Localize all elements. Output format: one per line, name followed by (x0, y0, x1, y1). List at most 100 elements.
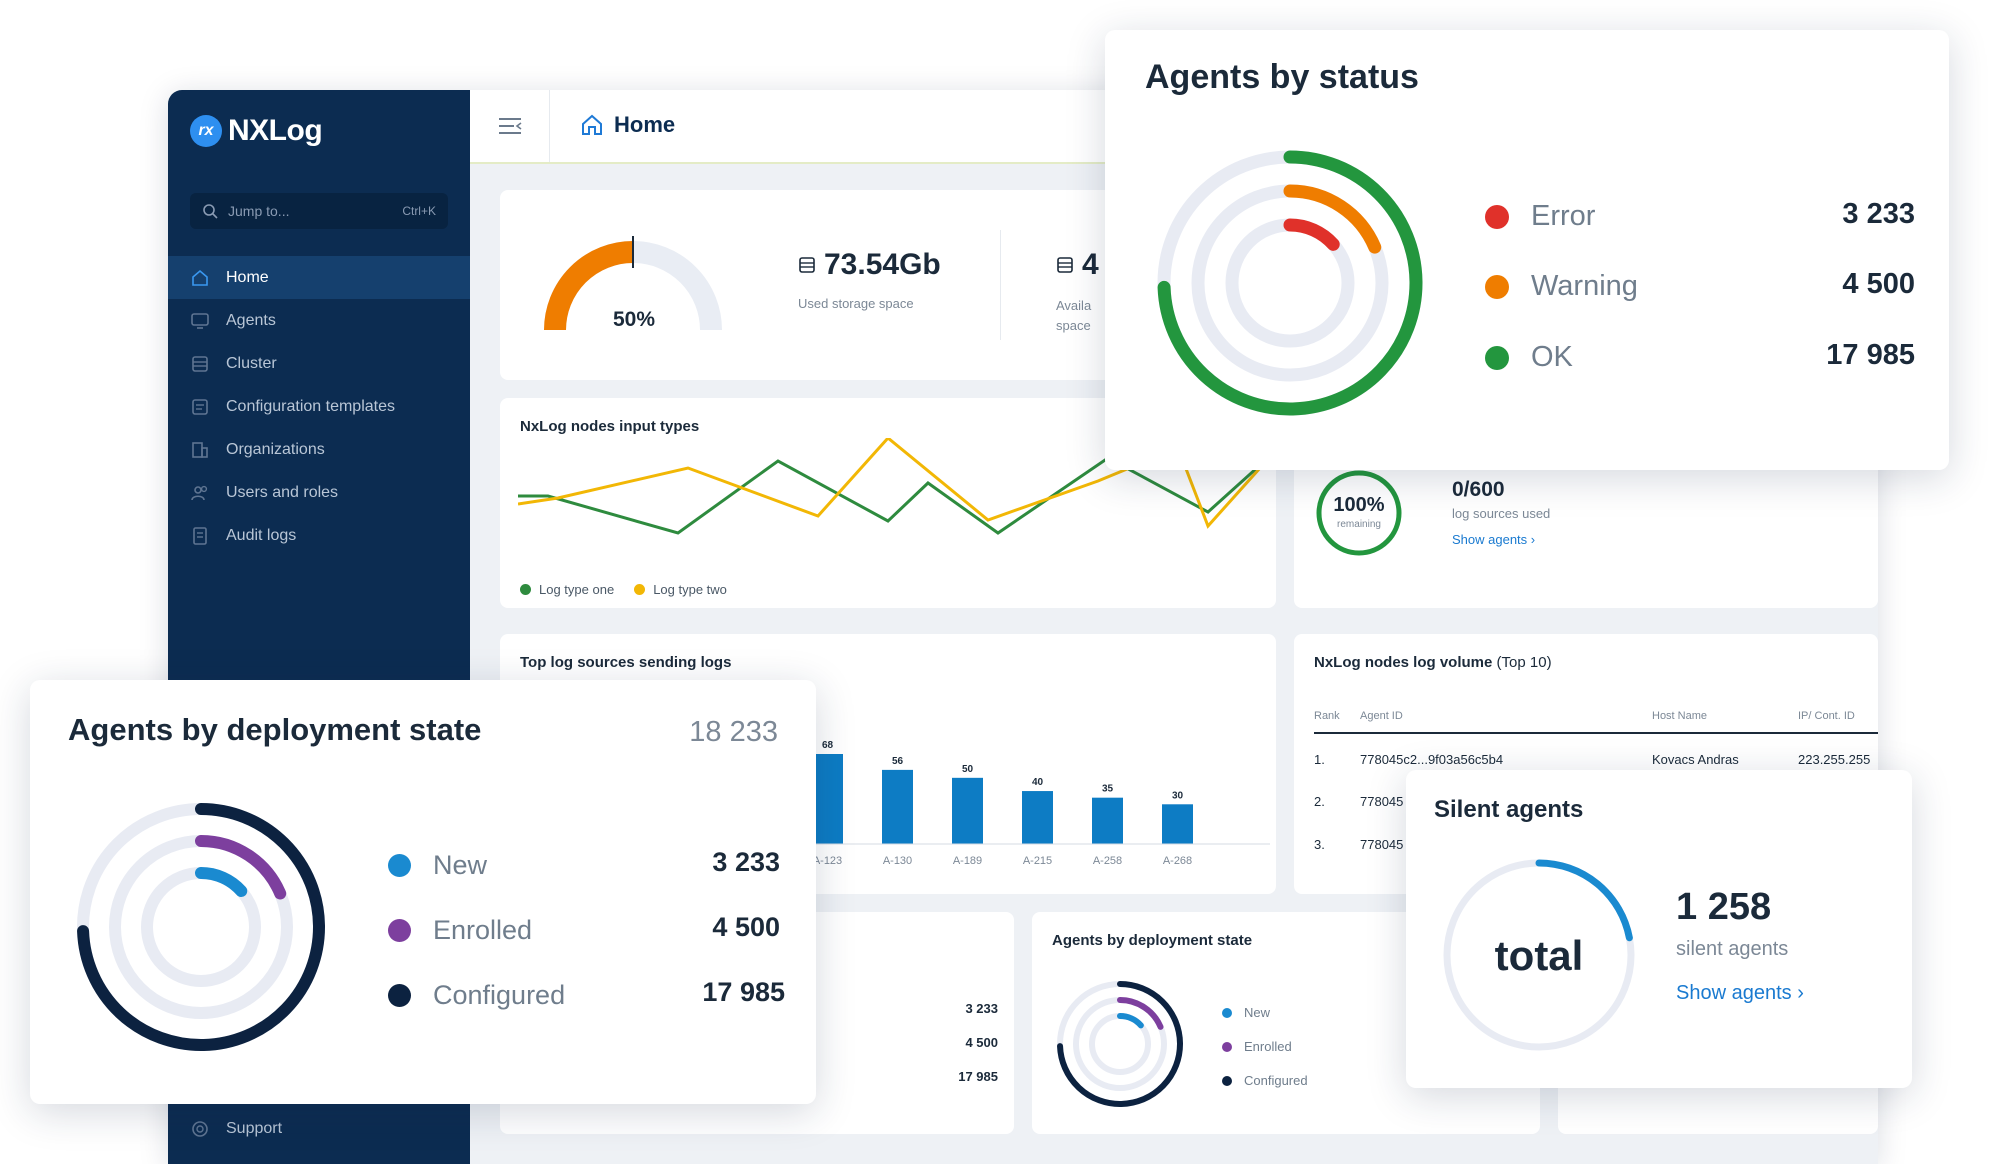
sidebar-item-users-and-roles[interactable]: Users and roles (168, 471, 470, 514)
bar-A-268 (1162, 804, 1193, 844)
deployment-item-enrolled: Enrolled (388, 915, 532, 946)
bar-category-label: A-268 (1163, 855, 1192, 867)
bar-A-189 (952, 777, 983, 844)
legend-dot (634, 584, 646, 595)
sidebar-item-label: Home (226, 268, 269, 286)
bar-value-label: 68 (822, 740, 834, 751)
breadcrumb[interactable]: Home (580, 112, 675, 138)
ring-arc-configured (1057, 981, 1183, 1107)
jump-to-search[interactable]: Jump to... Ctrl+K (190, 193, 448, 229)
deployment-label-new: New (433, 850, 488, 880)
sidebar-item-label: Cluster (226, 354, 277, 372)
cell-ip: 223.255.255 (1798, 752, 1871, 767)
server-icon (192, 355, 208, 372)
deployment-state-small-title: Agents by deployment state (1052, 932, 1253, 949)
bottom-left-values: 3 233 4 500 17 985 (908, 992, 998, 1094)
ring-arc-enrolled (1117, 997, 1164, 1030)
building-icon (192, 441, 208, 458)
top-log-sources-title: Top log sources sending logs (520, 654, 732, 671)
silent-agents-center-label: total (1494, 932, 1584, 979)
silent-agents-overlay: Silent agents total 1 258 silent agents … (1406, 770, 1912, 1088)
status-value-ok: 17 985 (1826, 339, 1915, 371)
silent-show-agents-link[interactable]: Show agents › (1676, 982, 1804, 1004)
log-volume-title: NxLog nodes log volume (Top 10) (1314, 654, 1552, 671)
logo[interactable]: rx NXLog (190, 114, 323, 148)
document-icon (193, 526, 207, 545)
sidebar-item-support[interactable]: Support (190, 1119, 282, 1139)
bar-value-label: 40 (1032, 777, 1044, 788)
deployment-state-overlay: Agents by deployment state 18 233 New 3 … (30, 680, 816, 1104)
value-new: 3 233 (965, 1001, 998, 1016)
silent-agents-value: 1 258 (1676, 886, 1772, 928)
menu-toggle-button[interactable] (470, 90, 550, 162)
bar-value-label: 30 (1172, 790, 1184, 801)
log-volume-title-text: NxLog nodes log volume (1314, 654, 1493, 671)
deployment-dot-new (388, 854, 411, 877)
deployment-value-enrolled: 4 500 (712, 912, 780, 942)
sidebar-item-label: Users and roles (226, 483, 339, 501)
bar-value-label: 50 (962, 764, 974, 775)
table-header-divider (1314, 732, 1878, 734)
status-value-error: 3 233 (1842, 198, 1915, 230)
silent-agents-label: silent agents (1676, 938, 1789, 960)
available-storage-value: 4 (1082, 248, 1099, 281)
support-icon (192, 1121, 208, 1137)
show-agents-link[interactable]: Show agents › (1452, 532, 1536, 547)
input-types-legend: Log type one Log type two (520, 582, 727, 597)
silent-ring-arc (1535, 859, 1633, 942)
legend-item-enrolled: Enrolled (1222, 1030, 1308, 1064)
deployment-label-enrolled: Enrolled (433, 915, 533, 945)
sidebar-item-cluster[interactable]: Cluster (168, 342, 470, 385)
gauge-percent: 50% (613, 308, 656, 331)
used-storage-label: Used storage space (798, 296, 914, 311)
silent-agents-title: Silent agents (1434, 796, 1584, 823)
ring-arc-configured (77, 803, 325, 1051)
status-dot-warning (1485, 274, 1509, 299)
deployment-state-title: Agents by deployment state (68, 712, 482, 747)
legend-dot (520, 584, 531, 595)
deployment-label-configured: Configured (433, 980, 566, 1010)
deployment-dot-configured (388, 984, 411, 1007)
available-label-line-1: Availa (1056, 298, 1092, 313)
sidebar-item-label: Audit logs (226, 526, 297, 544)
home-icon (582, 114, 602, 135)
ring-arc-enrolled (195, 835, 287, 900)
remaining-percent: 100% (1333, 494, 1385, 516)
legend-label: Log type one (539, 582, 615, 597)
input-types-title: NxLog nodes input types (520, 418, 700, 435)
storage-gauge (544, 236, 722, 331)
sidebar-item-organizations[interactable]: Organizations (168, 428, 470, 471)
ring-arc-new (1117, 1013, 1144, 1029)
ring-arc-new (195, 867, 248, 897)
column-header-ip: IP/ Cont. ID (1798, 710, 1855, 722)
bar-A-123 (812, 754, 843, 844)
support-label: Support (226, 1120, 283, 1137)
search-icon (203, 204, 218, 219)
bar-value-label: 56 (892, 756, 904, 767)
gauge-fill (544, 241, 634, 331)
sidebar-nav: Home Agents Cluster Configuration templa… (168, 256, 470, 557)
search-placeholder: Jump to... (228, 203, 290, 219)
status-item-warning: Warning (1485, 270, 1638, 303)
column-header-host-name: Host Name (1652, 710, 1708, 722)
deployment-value-configured: 17 985 (702, 977, 785, 1007)
template-icon (192, 398, 208, 415)
logo-mark: rx (190, 115, 222, 147)
sidebar-item-audit-logs[interactable]: Audit logs (168, 514, 470, 557)
cell-rank: 2. (1314, 794, 1325, 809)
sidebar-item-agents[interactable]: Agents (168, 299, 470, 342)
deployment-value-new: 3 233 (712, 847, 780, 877)
sidebar-item-home[interactable]: Home (168, 256, 470, 299)
status-item-error: Error (1485, 200, 1595, 233)
page-title: Home (614, 112, 676, 137)
legend-dot (1222, 1008, 1232, 1018)
status-label-ok: OK (1531, 341, 1573, 373)
sidebar-item-configuration-templates[interactable]: Configuration templates (168, 385, 470, 428)
series-log-type-one (518, 456, 1268, 535)
deployment-small-legend: New Enrolled Configured (1222, 996, 1308, 1098)
agents-by-status-overlay: Agents by status Error 3 233 Warning 4 5… (1105, 30, 1949, 470)
value-enrolled: 4 500 (965, 1035, 998, 1050)
log-sources-count: 0/600 (1452, 478, 1505, 501)
legend-label: Enrolled (1244, 1039, 1292, 1054)
cell-rank: 3. (1314, 837, 1325, 852)
